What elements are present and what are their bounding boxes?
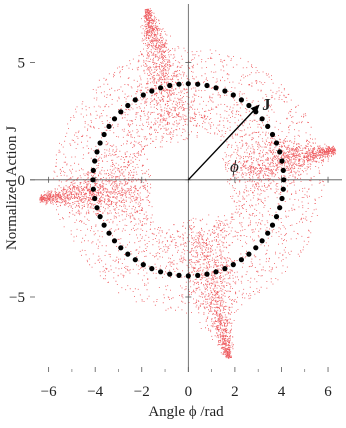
circle-marker	[222, 266, 228, 272]
circle-marker	[132, 257, 138, 263]
circle-marker	[94, 149, 100, 155]
circle-marker	[277, 149, 283, 155]
circle-marker	[185, 81, 191, 87]
circle-marker	[230, 92, 236, 98]
circle-marker	[195, 81, 201, 87]
circle-marker	[280, 186, 286, 192]
circle-marker	[90, 167, 96, 173]
circle-marker	[90, 186, 96, 192]
angle-label: ϕ	[230, 157, 239, 176]
y-tick-label: −5	[9, 290, 25, 306]
circle-marker	[92, 195, 98, 202]
circle-marker	[101, 222, 107, 228]
circle-marker	[195, 272, 201, 278]
circle-marker	[111, 238, 118, 244]
circle-marker	[273, 214, 280, 220]
circle-marker	[280, 167, 286, 173]
circle-marker	[140, 262, 146, 268]
circle-marker	[176, 272, 182, 278]
circle-marker	[281, 177, 287, 183]
circle-marker	[149, 266, 155, 272]
circle-marker	[118, 245, 124, 251]
circle-marker	[158, 269, 164, 275]
circle-marker	[167, 271, 173, 277]
vector-arrow-head	[250, 104, 260, 114]
vector-label: J	[262, 95, 271, 114]
circle-marker	[269, 131, 276, 138]
circle-marker	[213, 85, 219, 91]
x-tick-label: −2	[134, 384, 150, 400]
circle-markers	[90, 81, 287, 279]
circle-marker	[101, 131, 107, 138]
circle-marker	[132, 97, 138, 103]
circle-marker	[238, 257, 244, 263]
vector-arrow-line	[187, 105, 259, 181]
circle-marker	[111, 116, 118, 122]
x-tick-label: 2	[231, 384, 239, 400]
x-tick-label: 4	[278, 384, 286, 400]
circle-marker	[273, 140, 280, 146]
circle-marker	[269, 222, 276, 228]
circle-marker	[158, 85, 164, 91]
circle-marker	[259, 116, 265, 122]
circle-marker	[213, 269, 219, 275]
circle-marker	[94, 205, 100, 211]
annotations: Jϕ	[187, 95, 271, 181]
circle-marker	[259, 238, 265, 244]
circle-marker	[185, 273, 191, 279]
circle-marker	[97, 214, 103, 220]
x-axis-label: Angle ϕ /rad	[148, 404, 224, 420]
circle-marker	[118, 109, 124, 115]
circle-marker	[253, 245, 259, 251]
x-tick-label: −6	[41, 384, 57, 400]
circle-marker	[125, 102, 131, 109]
circle-marker	[222, 88, 228, 94]
circle-marker	[279, 195, 285, 202]
tick-labels: −6 −4 −2 0 2 4 6 −5 0 5	[9, 56, 332, 400]
circle-marker	[176, 81, 182, 87]
x-tick-label: −4	[87, 384, 103, 400]
y-axis-label: Normalized Action J	[4, 126, 20, 250]
circle-marker	[90, 177, 96, 183]
scatter-cloud	[39, 8, 337, 359]
circle-marker	[167, 82, 173, 89]
circle-marker	[279, 158, 285, 164]
scatter-points	[39, 8, 337, 359]
y-tick-label: 5	[18, 56, 26, 72]
circle-marker	[97, 140, 103, 146]
circle-marker	[246, 251, 252, 257]
circle-marker	[140, 92, 146, 98]
circle-marker	[238, 97, 244, 103]
circle-marker	[204, 82, 210, 89]
circle-marker	[106, 123, 112, 129]
circle-marker	[277, 205, 283, 211]
circle-marker	[265, 123, 271, 129]
circle-marker	[246, 102, 252, 109]
x-tick-label: 0	[185, 384, 193, 400]
circle-marker	[92, 158, 98, 164]
circle-marker	[204, 271, 210, 277]
y-tick-label: 0	[18, 173, 26, 189]
circle-marker	[265, 230, 271, 236]
x-tick-label: 6	[324, 384, 332, 400]
circle-marker	[230, 262, 236, 268]
circle-marker	[149, 88, 155, 94]
circle-marker	[106, 230, 112, 236]
axes	[30, 4, 342, 372]
circle-marker	[125, 251, 131, 257]
